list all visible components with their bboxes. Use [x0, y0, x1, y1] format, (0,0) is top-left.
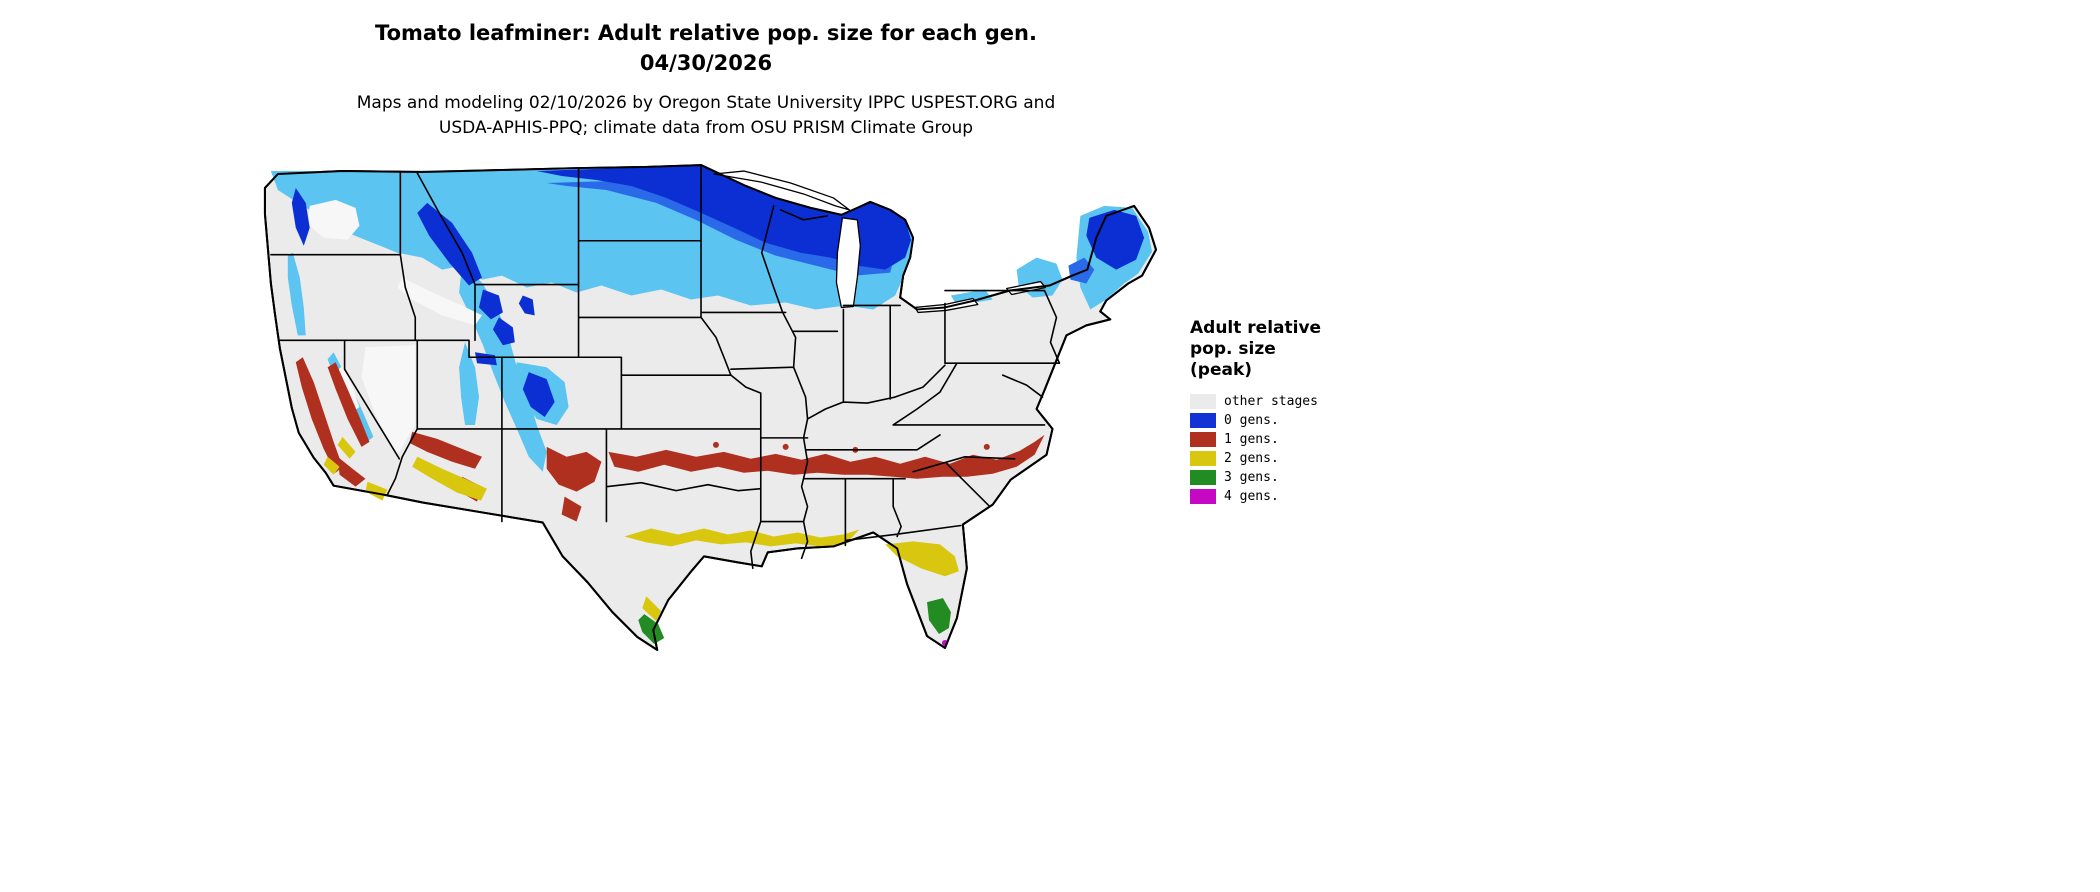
legend-entry-2-gens: 2 gens. [1190, 449, 1410, 468]
legend-swatch-3-gens [1190, 470, 1216, 485]
legend-title: Adult relative pop. size (peak) [1190, 318, 1410, 381]
us-outline [263, 164, 1158, 651]
legend-label: 2 gens. [1224, 451, 1279, 466]
map-subtitle-line1: Maps and modeling 02/10/2026 by Oregon S… [356, 93, 1056, 113]
region-0-gens-dark [291, 165, 1145, 417]
map-title-line1: Tomato leafminer: Adult relative pop. si… [375, 21, 1037, 45]
map-subtitle-line2: USDA-APHIS-PPQ; climate data from OSU PR… [438, 118, 974, 138]
region-2-gens [323, 436, 959, 622]
legend-title-line3: (peak) [1190, 360, 1253, 380]
legend-label: 0 gens. [1224, 413, 1279, 428]
legend-swatch-1-gens [1190, 432, 1216, 447]
legend-entry-3-gens: 3 gens. [1190, 468, 1410, 487]
lake-superior [713, 170, 851, 211]
legend-swatch-2-gens [1190, 451, 1216, 466]
legend-label: 1 gens. [1224, 432, 1279, 447]
lake-michigan [835, 217, 861, 309]
legend-entry-1-gens: 1 gens. [1190, 430, 1410, 449]
legend-entry-4-gens: 4 gens. [1190, 487, 1410, 506]
state-borders-lines [270, 164, 1061, 570]
legend-title-line1: Adult relative [1190, 318, 1322, 338]
legend-swatch-other-stages [1190, 394, 1216, 409]
map-title-date: 04/30/2026 [639, 51, 773, 75]
legend-label: 3 gens. [1224, 470, 1279, 485]
legend-swatch-4-gens [1190, 489, 1216, 504]
region-1-gens [295, 357, 1045, 522]
region-3-gens [638, 598, 951, 644]
legend-swatch-0-gens [1190, 413, 1216, 428]
legend: Adult relative pop. size (peak) other st… [1190, 318, 1410, 506]
us-choropleth-map [248, 158, 1164, 664]
legend-entry-0-gens: 0 gens. [1190, 411, 1410, 430]
us-map-svg [263, 164, 1158, 651]
legend-title-line2: pop. size [1190, 339, 1276, 359]
legend-entries: other stages 0 gens. 1 gens. 2 gens. 3 g… [1190, 392, 1410, 506]
legend-entry-other-stages: other stages [1190, 392, 1410, 411]
region-pale-basins [307, 199, 482, 455]
great-lakes [713, 170, 1047, 314]
legend-label: other stages [1224, 394, 1318, 409]
legend-label: 4 gens. [1224, 489, 1279, 504]
